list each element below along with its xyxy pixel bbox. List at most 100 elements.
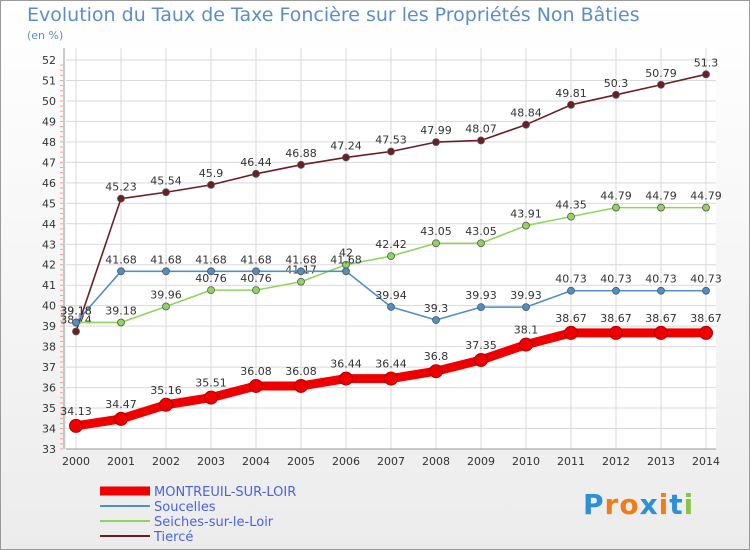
x-tick-label: 2004 — [242, 455, 270, 468]
logo-letter: t — [669, 488, 684, 521]
data-point — [567, 100, 575, 109]
data-point — [387, 303, 395, 311]
logo-letter: P — [583, 488, 605, 521]
legend-label: MONTREUIL-SUR-LOIR — [154, 485, 296, 500]
chart-title: Evolution du Taux de Taxe Foncière sur l… — [27, 4, 640, 26]
y-tick-label: 43 — [42, 238, 56, 251]
data-label: 39.18 — [105, 304, 137, 317]
data-label: 40.76 — [195, 272, 227, 285]
data-point — [657, 286, 665, 295]
data-label: 41.68 — [105, 253, 137, 266]
y-tick-label: 52 — [42, 54, 56, 67]
y-tick-label: 40 — [42, 300, 56, 313]
legend-label: Soucelles — [154, 500, 216, 515]
data-point — [612, 203, 620, 212]
data-label: 47.53 — [375, 134, 407, 147]
y-tick-label: 42 — [42, 259, 56, 272]
y-tick-label: 44 — [42, 218, 56, 231]
data-label: 43.05 — [465, 225, 497, 238]
y-tick-label: 38 — [42, 341, 56, 354]
data-point — [387, 252, 395, 261]
legend-label: Seiches-sur-le-Loir — [154, 515, 274, 530]
x-tick-label: 2012 — [602, 455, 630, 468]
data-label: 41.68 — [285, 253, 317, 266]
data-label: 46.88 — [285, 147, 317, 160]
data-label: 41.68 — [240, 253, 272, 266]
data-label: 38.67 — [600, 312, 632, 325]
data-point — [342, 153, 350, 162]
data-label: 39.3 — [424, 302, 449, 315]
data-label: 44.35 — [555, 199, 587, 212]
data-point — [702, 203, 710, 212]
data-point — [432, 239, 440, 248]
data-label: 50.79 — [645, 67, 677, 80]
y-tick-label: 48 — [42, 136, 56, 149]
y-tick-label: 34 — [42, 423, 56, 436]
data-label: 47.99 — [420, 124, 452, 137]
data-point — [162, 188, 170, 197]
data-label: 39.18 — [60, 304, 92, 317]
y-tick-label: 49 — [42, 115, 56, 128]
data-point — [252, 267, 260, 276]
data-label: 50.3 — [604, 77, 629, 90]
data-point — [522, 120, 530, 129]
y-tick-label: 50 — [42, 95, 56, 108]
data-label: 40.73 — [555, 273, 587, 286]
x-tick-label: 2005 — [287, 455, 315, 468]
data-label: 45.23 — [105, 181, 137, 194]
data-point — [654, 325, 668, 340]
data-label: 43.05 — [420, 225, 452, 238]
data-label: 42 — [339, 247, 353, 260]
data-label: 47.24 — [330, 139, 362, 152]
x-tick-label: 2006 — [332, 455, 360, 468]
data-point — [702, 286, 710, 295]
data-point — [609, 325, 623, 340]
data-point — [117, 194, 125, 203]
data-point — [342, 267, 350, 276]
data-point — [69, 418, 83, 433]
data-point — [249, 378, 263, 393]
x-tick-label: 2013 — [647, 455, 675, 468]
data-label: 44.79 — [600, 190, 632, 203]
data-label: 35.16 — [150, 384, 182, 397]
data-point — [162, 302, 170, 311]
data-label: 39.96 — [150, 289, 182, 302]
x-tick-label: 2002 — [152, 455, 180, 468]
data-point — [657, 80, 665, 89]
data-label: 39.93 — [465, 289, 497, 302]
logo-letter: r — [604, 488, 620, 521]
x-tick-label: 2001 — [107, 455, 135, 468]
y-tick-label: 45 — [42, 197, 56, 210]
data-label: 38.1 — [514, 324, 539, 337]
x-tick-label: 2008 — [422, 455, 450, 468]
data-point — [432, 138, 440, 146]
data-point — [252, 286, 260, 295]
data-label: 44.79 — [645, 190, 677, 203]
y-tick-label: 39 — [42, 320, 56, 333]
data-point — [477, 239, 485, 248]
data-label: 42.42 — [375, 238, 407, 251]
data-point — [519, 337, 533, 352]
data-point — [297, 267, 305, 276]
y-tick-label: 33 — [42, 443, 56, 456]
data-label: 36.44 — [330, 358, 362, 371]
x-tick-label: 2000 — [62, 455, 90, 468]
data-point — [657, 203, 665, 212]
data-label: 37.35 — [465, 339, 497, 352]
data-point — [522, 303, 530, 312]
data-label: 41.68 — [150, 253, 182, 266]
data-point — [117, 267, 125, 276]
y-tick-label: 46 — [42, 177, 56, 190]
y-tick-label: 37 — [42, 361, 56, 374]
y-tick-label: 51 — [42, 74, 56, 87]
y-unit-label: (en %) — [27, 29, 64, 42]
y-tick-label: 47 — [42, 156, 56, 169]
data-point — [297, 277, 305, 286]
y-tick-label: 41 — [42, 279, 56, 292]
x-tick-label: 2003 — [197, 455, 225, 468]
data-label: 36.8 — [424, 350, 449, 363]
data-point — [387, 147, 395, 156]
data-label: 35.51 — [195, 377, 227, 390]
data-label: 45.9 — [199, 167, 224, 180]
